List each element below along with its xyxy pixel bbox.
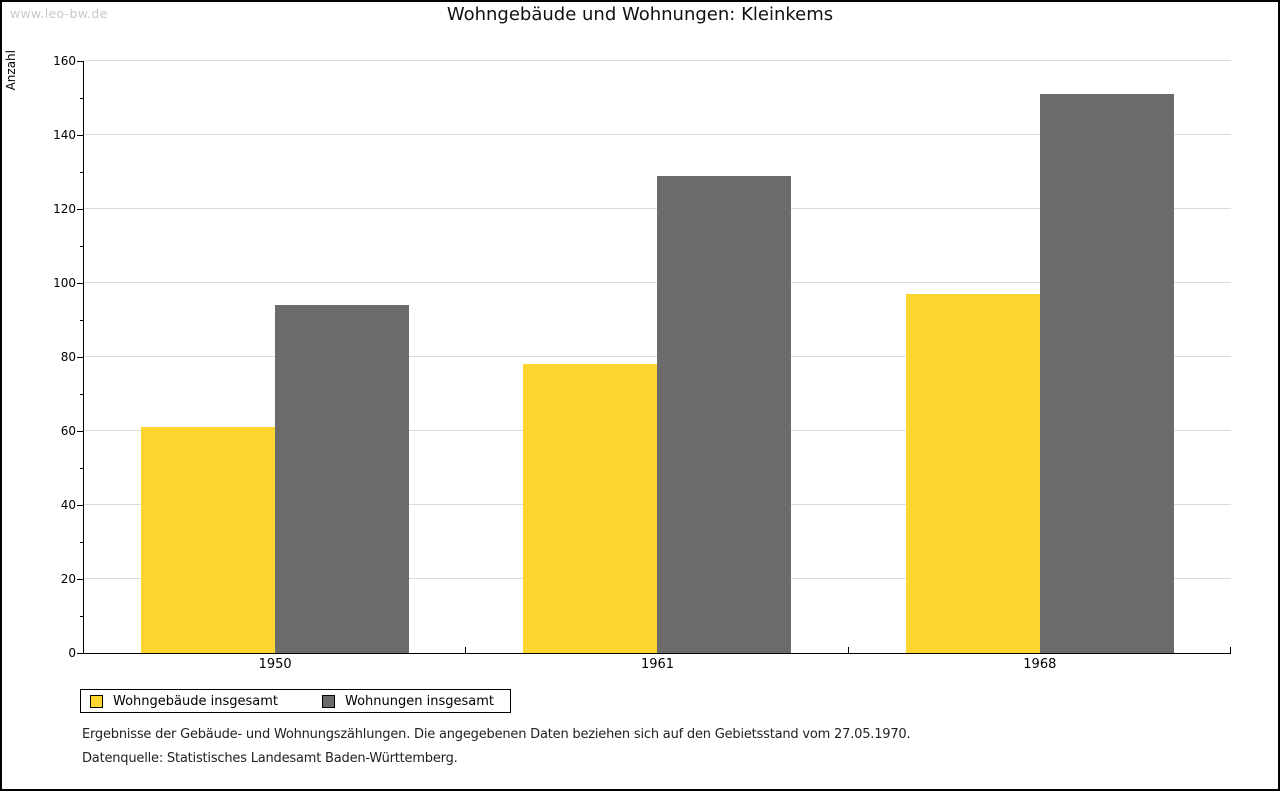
bar-wohnungen-1961 <box>657 175 792 653</box>
y-tick-120 <box>77 208 84 210</box>
category-group-1961 <box>466 61 848 653</box>
category-group-1950 <box>84 61 466 653</box>
legend-swatch-gray <box>322 694 335 708</box>
y-tick-100 <box>77 282 84 284</box>
y-tick-label-100: 100 <box>53 276 76 290</box>
y-tick-40 <box>77 504 84 506</box>
chart-title: Wohngebäude und Wohnungen: Kleinkems <box>446 4 834 25</box>
y-tick-0 <box>77 652 84 654</box>
x-axis-tick-2 <box>847 647 849 653</box>
category-group-1968 <box>849 61 1231 653</box>
bar-wohnungen-1950 <box>275 305 410 653</box>
y-tick-label-140: 140 <box>53 128 76 142</box>
footnote-gebietsstand: Ergebnisse der Gebäude- und Wohnungszähl… <box>82 727 911 742</box>
legend-item-wohnungen: Wohnungen insgesamt <box>322 694 494 709</box>
plot-area: 1950 1961 1968 0 20 40 60 80 100 120 140 160 <box>53 54 1231 672</box>
y-tick-label-80: 80 <box>60 350 76 364</box>
legend-item-wohngebaeude: Wohngebäude insgesamt <box>90 694 278 709</box>
y-minor-tick-30 <box>80 541 84 543</box>
y-tick-label-60: 60 <box>60 424 76 438</box>
grid-line-160 <box>84 60 1231 61</box>
x-axis-label-1961: 1961 <box>640 657 675 672</box>
bar-wohnungen-1968 <box>1039 94 1174 653</box>
footnote-datenquelle: Datenquelle: Statistisches Landesamt Bad… <box>82 751 458 766</box>
y-tick-20 <box>77 578 84 580</box>
x-axis-tick-3 <box>1230 647 1231 653</box>
watermark-text: www.leo-bw.de <box>10 6 108 21</box>
grid-line-140 <box>84 134 1231 135</box>
y-tick-label-40: 40 <box>60 498 76 512</box>
y-tick-label-0: 0 <box>68 646 76 660</box>
y-tick-label-20: 20 <box>60 572 76 586</box>
y-minor-tick-110 <box>80 245 84 247</box>
x-axis-label-1968: 1968 <box>1023 657 1057 672</box>
y-minor-tick-90 <box>80 319 84 321</box>
legend-label-wohnungen: Wohnungen insgesamt <box>345 693 494 709</box>
y-tick-label-160: 160 <box>53 54 76 68</box>
y-axis-label: Anzahl <box>4 50 18 91</box>
x-axis-label-1950: 1950 <box>258 657 292 672</box>
y-tick-160 <box>77 60 84 62</box>
y-tick-60 <box>77 430 84 432</box>
y-tick-140 <box>77 134 84 136</box>
bar-groups <box>84 61 1231 653</box>
y-minor-tick-70 <box>80 393 84 395</box>
x-axis-tick-1 <box>465 647 467 653</box>
legend-box: Wohngebäude insgesamt Wohnungen insgesam… <box>80 689 511 713</box>
y-minor-tick-10 <box>80 615 84 617</box>
y-minor-tick-50 <box>80 467 84 469</box>
bar-wohngebäude-1968 <box>905 294 1040 653</box>
bar-wohngebäude-1950 <box>141 427 276 653</box>
legend-label-wohngebaeude: Wohngebäude insgesamt <box>113 693 278 709</box>
y-tick-label-120: 120 <box>53 202 76 216</box>
legend-swatch-yellow <box>90 694 103 708</box>
bar-wohngebäude-1961 <box>523 364 658 653</box>
y-minor-tick-130 <box>80 171 84 173</box>
y-minor-tick-150 <box>80 97 84 99</box>
y-tick-80 <box>77 356 84 358</box>
